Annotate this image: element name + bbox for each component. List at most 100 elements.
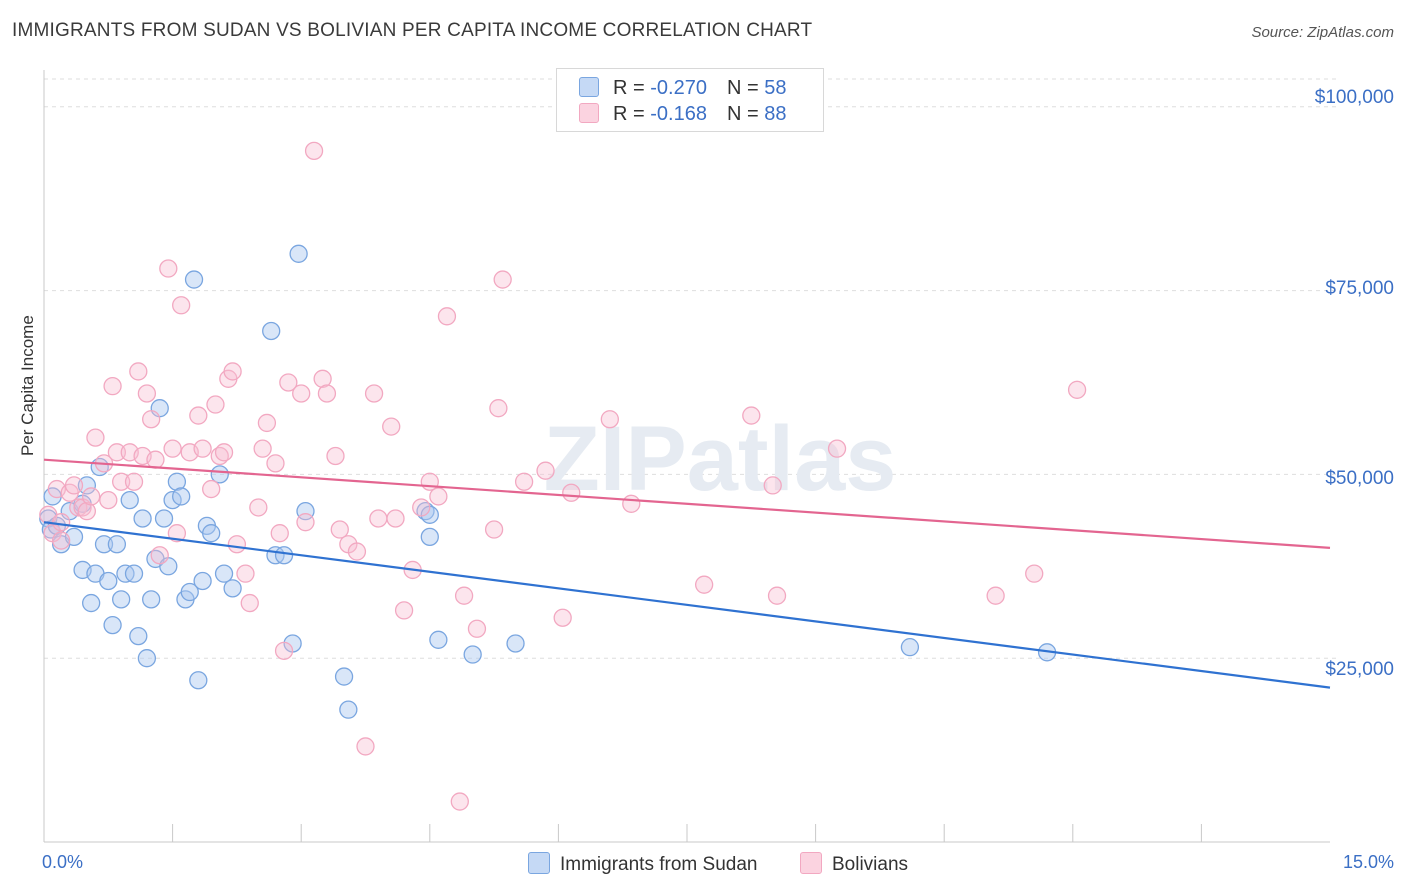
sudan-point — [339, 700, 358, 719]
bolivians-point — [553, 608, 572, 627]
sudan-point — [900, 638, 920, 657]
bolivians-point — [172, 296, 191, 315]
bolivians-point — [364, 384, 384, 403]
bolivians-point — [103, 377, 122, 396]
bolivians-point — [214, 443, 234, 462]
sudan-point — [120, 490, 139, 510]
bolivians-point — [274, 641, 294, 660]
bolivians-point — [986, 586, 1005, 605]
bolivians-point — [77, 501, 97, 521]
bolivians-point — [189, 406, 208, 425]
bolivians-point — [330, 520, 349, 539]
sudan-point — [137, 649, 157, 668]
bolivians-trend-line — [43, 458, 1331, 550]
bolivians-point — [437, 307, 457, 326]
sudan-point — [202, 524, 221, 543]
bolivians-point — [514, 472, 534, 491]
bolivians-point — [317, 384, 337, 403]
sudan-point — [107, 535, 127, 554]
bolivians-point — [369, 509, 388, 528]
sudan-point — [289, 244, 308, 263]
bolivians-point — [227, 535, 247, 554]
bolivians-point — [484, 520, 504, 539]
stats-legend: R = -0.270 N = 58 R = -0.168 N = 88 — [556, 68, 824, 132]
watermark: ZIPatlas — [544, 408, 897, 510]
bolivians-point — [454, 586, 474, 605]
bolivians-point — [150, 546, 169, 565]
bolivians-point — [51, 531, 71, 550]
bolivians-point — [767, 586, 787, 605]
bolivians-point — [467, 619, 487, 638]
bolivians-point — [412, 498, 431, 517]
n-value: 58 — [764, 77, 787, 99]
bolivians-point — [223, 362, 242, 381]
legend-label: Bolivians — [832, 854, 909, 875]
bolivians-point — [167, 524, 187, 543]
bolivians-point — [326, 446, 345, 466]
bolivians-point — [347, 542, 367, 561]
chart-title: IMMIGRANTS FROM SUDAN VS BOLIVIAN PER CA… — [12, 20, 813, 41]
bolivians-point — [304, 141, 324, 161]
y-tick-label: $50,000 — [1325, 468, 1394, 489]
n-label: N = — [726, 103, 765, 125]
stats-row-bolivians: R = -0.168 N = 88 — [579, 103, 786, 125]
bolivians-point — [236, 564, 255, 583]
bolivians-swatch — [579, 103, 599, 123]
source-label: Source: ZipAtlas.com — [1251, 24, 1394, 41]
trend-lines — [43, 458, 1331, 689]
sudan-point — [189, 671, 208, 690]
sudan-point — [142, 590, 161, 609]
bolivians-point — [99, 490, 118, 510]
sudan-trend-line — [43, 521, 1331, 689]
bolivians-point — [146, 450, 165, 469]
bolivians-point — [129, 362, 148, 381]
bolivians-point — [257, 413, 277, 433]
bolivians-point — [137, 384, 157, 403]
bolivians-point — [386, 509, 405, 528]
sudan-point — [506, 634, 525, 653]
bolivians-point — [742, 406, 761, 425]
bolivians-point — [202, 479, 221, 499]
y-tick-label: $100,000 — [1314, 87, 1394, 108]
sudan-point — [99, 571, 118, 591]
legend-item-bolivians[interactable]: Bolivians — [800, 852, 908, 876]
sudan-point — [124, 564, 144, 583]
sudan-point — [180, 582, 199, 602]
stats-row-sudan: R = -0.270 N = 58 — [579, 77, 786, 99]
bolivians-point — [159, 259, 178, 278]
bolivians-point — [694, 575, 714, 594]
series-bolivians-points — [39, 141, 1087, 811]
bolivians-point — [51, 513, 71, 532]
sudan-swatch — [528, 852, 550, 874]
bolivians-point — [206, 395, 225, 414]
sudan-point — [82, 593, 101, 613]
bolivians-point — [763, 476, 782, 495]
bolivians-point — [1067, 380, 1087, 399]
r-value: -0.168 — [650, 103, 707, 125]
legend-label: Immigrants from Sudan — [560, 854, 758, 875]
sudan-swatch — [579, 77, 599, 97]
legend-item-sudan[interactable]: Immigrants from Sudan — [528, 852, 757, 876]
bolivians-point — [313, 369, 332, 388]
sudan-point — [184, 270, 204, 289]
series-legend: Immigrants from Sudan Bolivians — [0, 852, 1406, 878]
bolivians-point — [292, 384, 311, 403]
bolivians-point — [429, 487, 448, 506]
sudan-point — [429, 630, 448, 649]
bolivians-point — [450, 792, 469, 811]
x-tick-max: 15.0% — [1342, 852, 1394, 872]
bolivians-point — [356, 737, 375, 756]
bolivians-point — [600, 410, 619, 429]
sudan-point — [334, 667, 354, 686]
bolivians-point — [622, 494, 641, 513]
bolivians-point — [86, 428, 105, 447]
r-label: R = — [613, 103, 651, 125]
bolivians-point — [64, 476, 84, 495]
y-tick-label: $75,000 — [1325, 278, 1394, 299]
bolivians-point — [536, 461, 555, 480]
sudan-point — [133, 509, 152, 528]
x-tick-min: 0.0% — [42, 852, 84, 872]
sudan-point — [262, 321, 281, 341]
bolivians-point — [394, 601, 414, 620]
sudan-point — [112, 590, 131, 609]
